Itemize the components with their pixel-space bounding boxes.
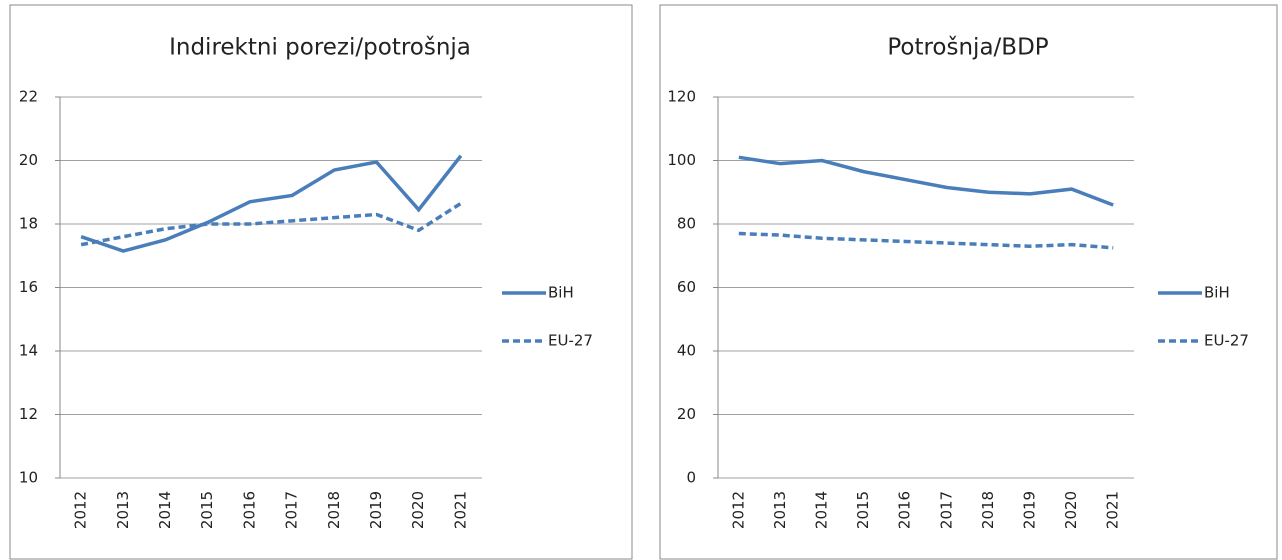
x-tick-label: 2016: [896, 491, 914, 529]
legend-label: BiH: [548, 284, 574, 302]
x-tick-label: 2012: [72, 491, 90, 529]
y-tick-label: 60: [677, 278, 696, 296]
y-tick-label: 22: [19, 88, 38, 106]
y-tick-label: 0: [686, 469, 696, 487]
x-tick-label: 2014: [813, 491, 831, 529]
x-tick-label: 2012: [729, 491, 747, 529]
y-tick-label: 20: [677, 405, 696, 423]
y-tick-label: 40: [677, 342, 696, 360]
y-tick-label: 10: [19, 469, 38, 487]
y-tick-label: 80: [677, 215, 696, 233]
y-tick-label: 120: [667, 88, 696, 106]
x-tick-label: 2018: [979, 491, 997, 529]
x-tick-label: 2013: [114, 491, 132, 529]
x-tick-label: 2019: [1021, 491, 1039, 529]
x-tick-label: 2017: [937, 491, 955, 529]
y-tick-label: 16: [19, 278, 38, 296]
series-line: [738, 231, 1114, 250]
series-line: [80, 201, 462, 247]
series-line: [738, 155, 1114, 207]
chart-title: Indirektni porezi/potrošnja: [169, 35, 471, 61]
y-tick-label: 12: [19, 405, 38, 423]
legend-label: EU-27: [548, 332, 593, 350]
x-tick-label: 2013: [771, 491, 789, 529]
legend-label: EU-27: [1204, 332, 1249, 350]
x-tick-label: 2016: [240, 491, 258, 529]
y-tick-label: 18: [19, 215, 38, 233]
chart-frame: [9, 4, 633, 560]
x-tick-label: 2018: [325, 491, 343, 529]
x-tick-label: 2017: [283, 491, 301, 529]
x-tick-label: 2020: [409, 491, 427, 529]
chart-title: Potrošnja/BDP: [887, 35, 1048, 61]
series-line: [80, 154, 463, 253]
y-tick-label: 20: [19, 151, 38, 169]
x-tick-label: 2019: [367, 491, 385, 529]
x-tick-label: 2015: [198, 491, 216, 529]
x-tick-label: 2020: [1062, 491, 1080, 529]
legend-label: BiH: [1204, 284, 1230, 302]
y-tick-label: 14: [19, 342, 38, 360]
x-tick-label: 2021: [1104, 491, 1122, 529]
y-tick-label: 100: [667, 151, 696, 169]
chart-frame: [659, 4, 1278, 560]
x-tick-label: 2014: [156, 491, 174, 529]
x-tick-label: 2021: [451, 491, 469, 529]
x-tick-label: 2015: [854, 491, 872, 529]
